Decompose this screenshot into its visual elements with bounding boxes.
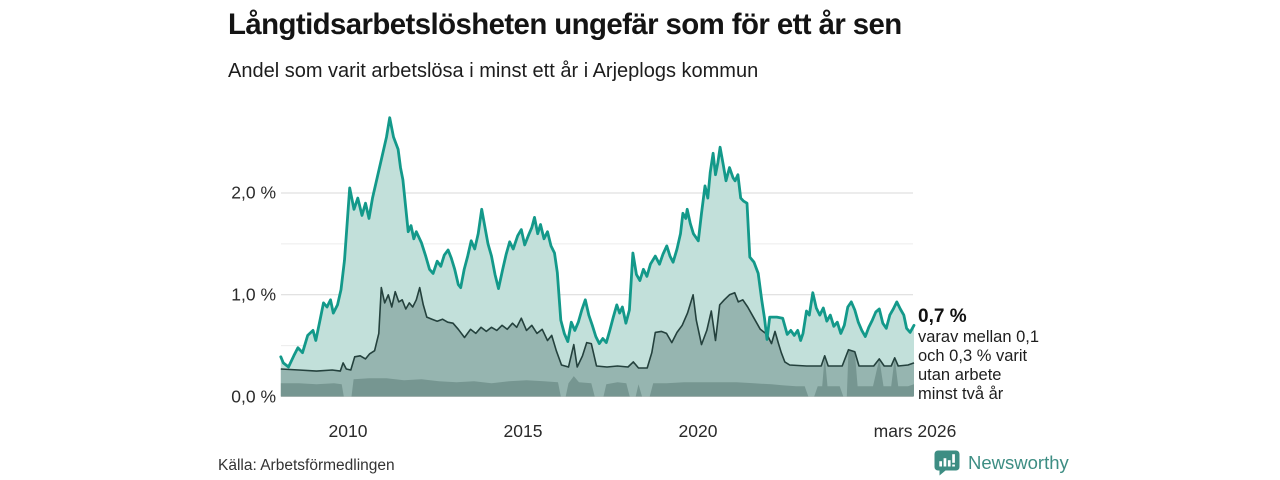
chart-subtitle: Andel som varit arbetslösa i minst ett å…	[228, 60, 759, 82]
latest-value-label: 0,7 %	[918, 306, 967, 327]
bar-chart-speech-bubble-icon	[934, 450, 960, 476]
source-label: Källa: Arbetsförmedlingen	[218, 457, 395, 474]
area-minst-tva-ar-nedre	[280, 349, 914, 397]
x-axis-label: mars 2026	[873, 421, 957, 441]
area-total-minst-ett-ar	[280, 117, 914, 397]
y-axis-label: 2,0 %	[231, 182, 276, 203]
annotation-line-3: utan arbete	[918, 366, 1002, 384]
newsworthy-logo: Newsworthy	[933, 449, 1069, 477]
annotation-line-1: varav mellan 0,1	[918, 328, 1040, 346]
y-axis-label: 1,0 %	[231, 284, 276, 305]
y-axis-label: 0,0 %	[231, 386, 276, 406]
series-annotation: 0,7 % varav mellan 0,1 och 0,3 % varit u…	[918, 306, 1078, 404]
x-axis-label: 2010	[328, 421, 368, 441]
x-axis-label: 2015	[503, 421, 543, 441]
annotation-line-4: minst två år	[918, 385, 1004, 403]
line-minst-tva-ar	[280, 286, 915, 372]
annotation-line-2: och 0,3 % varit	[918, 347, 1028, 365]
newsworthy-wordmark: Newsworthy	[968, 452, 1069, 473]
line-minst-ett-ar	[279, 116, 916, 369]
page-title: Långtidsarbetslösheten ungefär som för e…	[228, 8, 902, 41]
area-minst-tva-ar-ovre	[280, 287, 914, 397]
x-axis-label: 2020	[678, 421, 718, 441]
